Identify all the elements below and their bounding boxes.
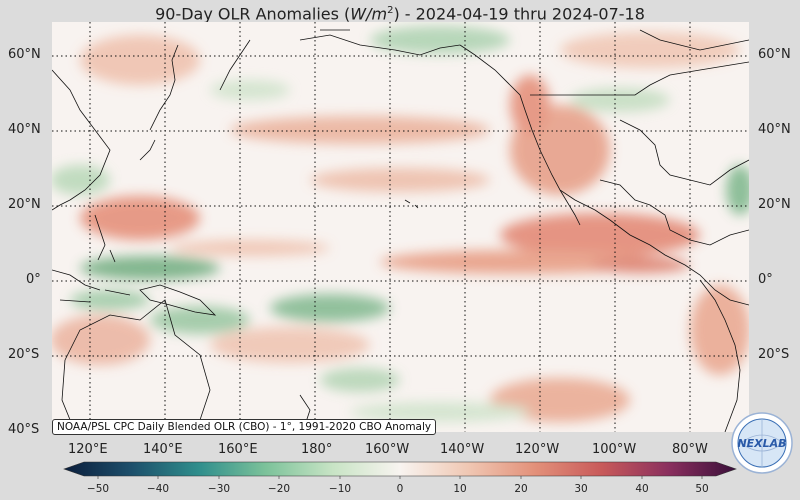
colorbar-tick-label: −40 (146, 483, 170, 495)
lat-label-left: 40°N (8, 122, 41, 137)
lat-label-right: 20°S (758, 347, 790, 362)
lat-label-left: 20°N (8, 197, 41, 212)
lat-label-left: 20°S (8, 347, 40, 362)
colorbar-tick-label: 10 (453, 483, 467, 495)
colorbar-tick-label: 30 (574, 483, 588, 495)
graticule (52, 22, 749, 432)
lon-label: 140°W (440, 442, 485, 457)
colorbar (63, 461, 737, 479)
colorbar-tick-label: 0 (396, 483, 404, 495)
map-title: 90-Day OLR Anomalies (W/m2) - 2024-04-19… (155, 4, 645, 24)
lon-label: 120°E (68, 442, 108, 457)
anomaly-field (52, 22, 749, 432)
colorbar-tick-label: −30 (207, 483, 231, 495)
lat-label-right: 40°N (758, 122, 791, 137)
lat-label-right: 0° (758, 272, 773, 287)
lat-label-right: 60°N (758, 47, 791, 62)
logo-text: NEXLAB (737, 437, 786, 450)
colorbar-tick-label: −10 (328, 483, 352, 495)
colorbar-tick-label: −50 (86, 483, 110, 495)
lon-label: 120°W (515, 442, 560, 457)
lon-label: 100°W (592, 442, 637, 457)
coastlines (52, 29, 749, 432)
lon-label: 140°E (143, 442, 183, 457)
nexlab-logo: NEXLAB (731, 412, 793, 474)
lat-label-left: 60°N (8, 47, 41, 62)
data-credit: NOAA/PSL CPC Daily Blended OLR (CBO) - 1… (52, 419, 437, 435)
lat-label-right: 20°N (758, 197, 791, 212)
colorbar-tick-label: 20 (514, 483, 528, 495)
lon-label: 80°W (672, 442, 708, 457)
lat-label-left: 40°S (8, 422, 40, 437)
lon-label: 160°E (218, 442, 258, 457)
lon-label: 180° (301, 442, 333, 457)
colorbar-tick-label: 40 (635, 483, 649, 495)
colorbar-tick-label: −20 (267, 483, 291, 495)
lon-label: 160°W (365, 442, 410, 457)
lat-label-left: 0° (26, 272, 41, 287)
colorbar-tick-label: 50 (695, 483, 709, 495)
